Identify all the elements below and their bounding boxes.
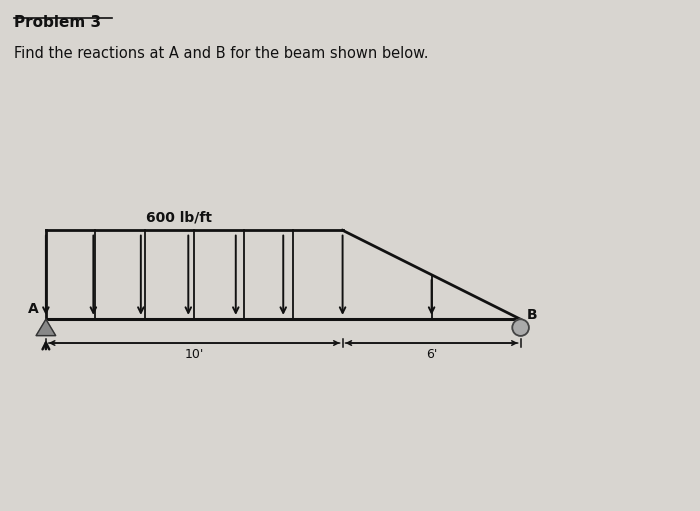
Text: Find the reactions at A and B for the beam shown below.: Find the reactions at A and B for the be…	[14, 46, 428, 61]
Text: 6': 6'	[426, 349, 438, 361]
Text: 10': 10'	[185, 349, 204, 361]
Text: B: B	[526, 308, 537, 322]
Text: Problem 3: Problem 3	[14, 15, 101, 30]
Polygon shape	[36, 319, 56, 336]
Circle shape	[512, 319, 529, 336]
Text: 600 lb/ft: 600 lb/ft	[146, 211, 212, 225]
Text: A: A	[28, 303, 38, 316]
